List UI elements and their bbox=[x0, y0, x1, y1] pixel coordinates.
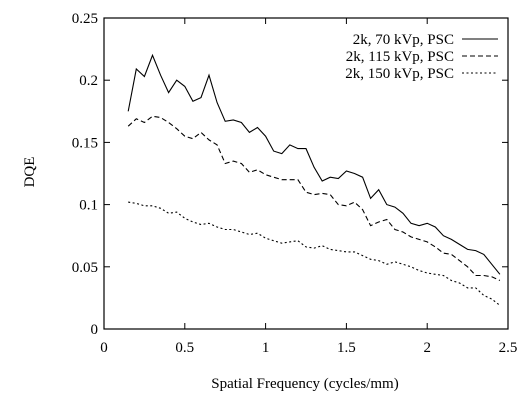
x-tick-label: 0.5 bbox=[175, 340, 194, 356]
plot-frame bbox=[103, 17, 509, 330]
legend-label-2: 2k, 115 kVp, PSC bbox=[346, 49, 454, 65]
y-tick-label: 0.05 bbox=[72, 260, 98, 276]
y-tick-label: 0 bbox=[91, 322, 99, 338]
x-tick-label: 2.5 bbox=[499, 340, 518, 356]
x-tick-label: 2 bbox=[423, 340, 431, 356]
x-tick-label: 1.5 bbox=[337, 340, 356, 356]
y-tick-label: 0.2 bbox=[79, 73, 98, 89]
legend-label-1: 2k, 70 kVp, PSC bbox=[353, 32, 454, 48]
x-tick-label: 1 bbox=[262, 340, 270, 356]
legend-label-3: 2k, 150 kVp, PSC bbox=[345, 66, 454, 82]
plot-area: 0 0.5 1 1.5 2 2.5 0 0.05 0.1 0.15 0.2 0.25 bbox=[72, 11, 518, 356]
x-tick-label: 0 bbox=[100, 340, 108, 356]
y-tick-label: 0.1 bbox=[79, 198, 98, 214]
series-line-2 bbox=[127, 115, 501, 282]
series-line-3 bbox=[128, 201, 501, 306]
y-tick-label: 0.15 bbox=[72, 135, 98, 151]
y-axis-title: DQE bbox=[22, 157, 38, 188]
series-line-1 bbox=[127, 53, 501, 275]
x-axis-title: Spatial Frequency (cycles/mm) bbox=[211, 376, 398, 392]
y-tick-label: 0.25 bbox=[72, 11, 98, 27]
